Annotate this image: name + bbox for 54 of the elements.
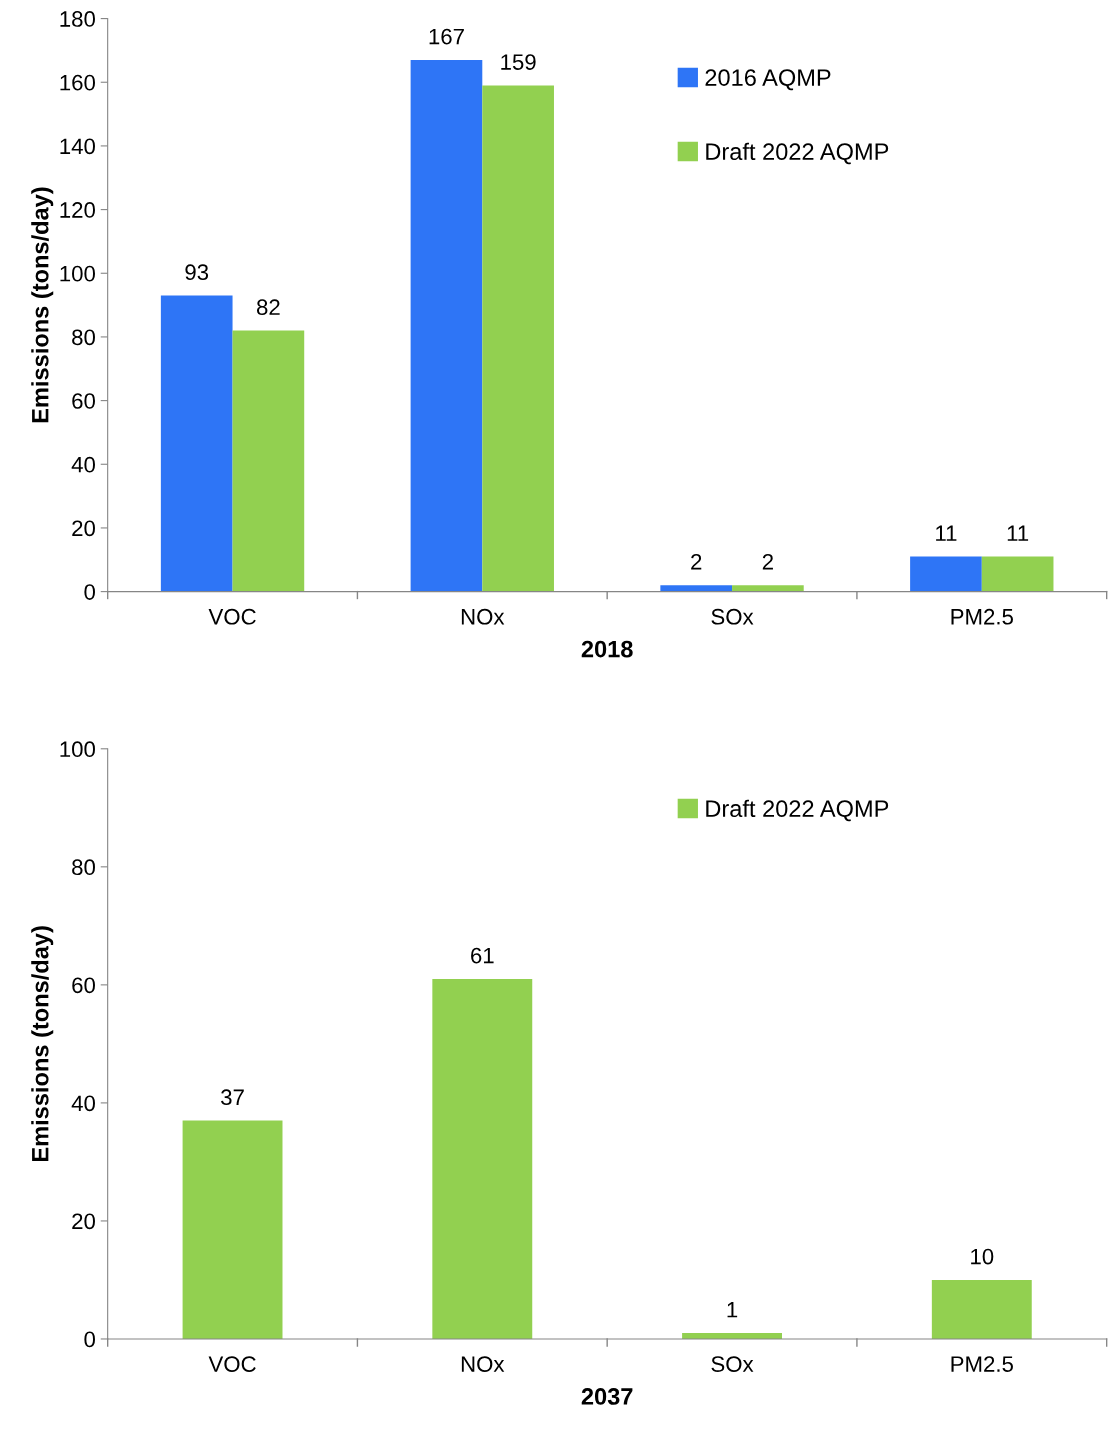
bar — [160, 295, 233, 592]
data-label: 11 — [936, 525, 957, 541]
x-axis-title: 2037 — [581, 1388, 633, 1405]
bar — [182, 1120, 283, 1339]
y-tick-label: 20 — [72, 520, 95, 537]
data-label: 93 — [185, 264, 209, 281]
y-axis-title: Emissions (tons/day) — [31, 926, 54, 1162]
legend-label: 2016 AQMP — [705, 69, 831, 91]
data-label: 159 — [501, 54, 536, 70]
y-tick-label: 0 — [84, 584, 95, 600]
y-tick-label: 0 — [84, 1331, 95, 1348]
x-tick-label: NOx — [461, 608, 505, 625]
x-axis-title: 2018 — [581, 640, 633, 658]
data-label: 1 — [727, 1302, 738, 1318]
x-tick-label: NOx — [461, 1356, 505, 1372]
data-label: 167 — [429, 28, 464, 45]
bar — [931, 1279, 1032, 1339]
data-label: 10 — [971, 1248, 994, 1265]
x-tick-label: PM2.5 — [951, 1356, 1013, 1372]
y-tick-label: 140 — [60, 138, 95, 155]
y-tick-label: 60 — [72, 977, 95, 994]
bar — [432, 978, 533, 1339]
y-tick-label: 80 — [72, 859, 95, 876]
legend-label: Draft 2022 AQMP — [706, 799, 889, 822]
x-tick-label: VOC — [208, 608, 256, 625]
data-label: 2 — [762, 554, 773, 570]
y-axis-title: Emissions (tons/day) — [31, 187, 54, 423]
data-label: 61 — [471, 947, 494, 964]
bar — [981, 556, 1054, 592]
y-tick-label: 40 — [71, 456, 95, 473]
x-tick-label: PM2.5 — [951, 608, 1013, 625]
data-label: 2 — [691, 554, 702, 570]
y-tick-label: 80 — [72, 329, 95, 346]
y-tick-label: 120 — [60, 202, 95, 218]
y-tick-label: 60 — [72, 393, 95, 409]
bar — [910, 556, 982, 592]
data-label: 82 — [256, 299, 280, 316]
data-label: 37 — [221, 1089, 244, 1106]
y-tick-label: 20 — [72, 1213, 95, 1230]
x-tick-label: VOC — [208, 1356, 256, 1372]
y-tick-label: 100 — [60, 741, 95, 758]
bar — [660, 585, 733, 592]
bar — [732, 585, 804, 592]
bar — [482, 85, 554, 592]
x-tick-label: SOx — [711, 1356, 754, 1372]
bar — [232, 330, 305, 592]
y-tick-label: 40 — [71, 1095, 95, 1112]
y-tick-label: 180 — [60, 11, 95, 27]
bar — [410, 59, 483, 592]
data-label: 11 — [1007, 525, 1029, 541]
y-tick-label: 100 — [60, 265, 95, 282]
x-tick-label: SOx — [711, 608, 754, 625]
y-tick-label: 160 — [60, 74, 95, 91]
legend-label: Draft 2022 AQMP — [706, 142, 889, 165]
